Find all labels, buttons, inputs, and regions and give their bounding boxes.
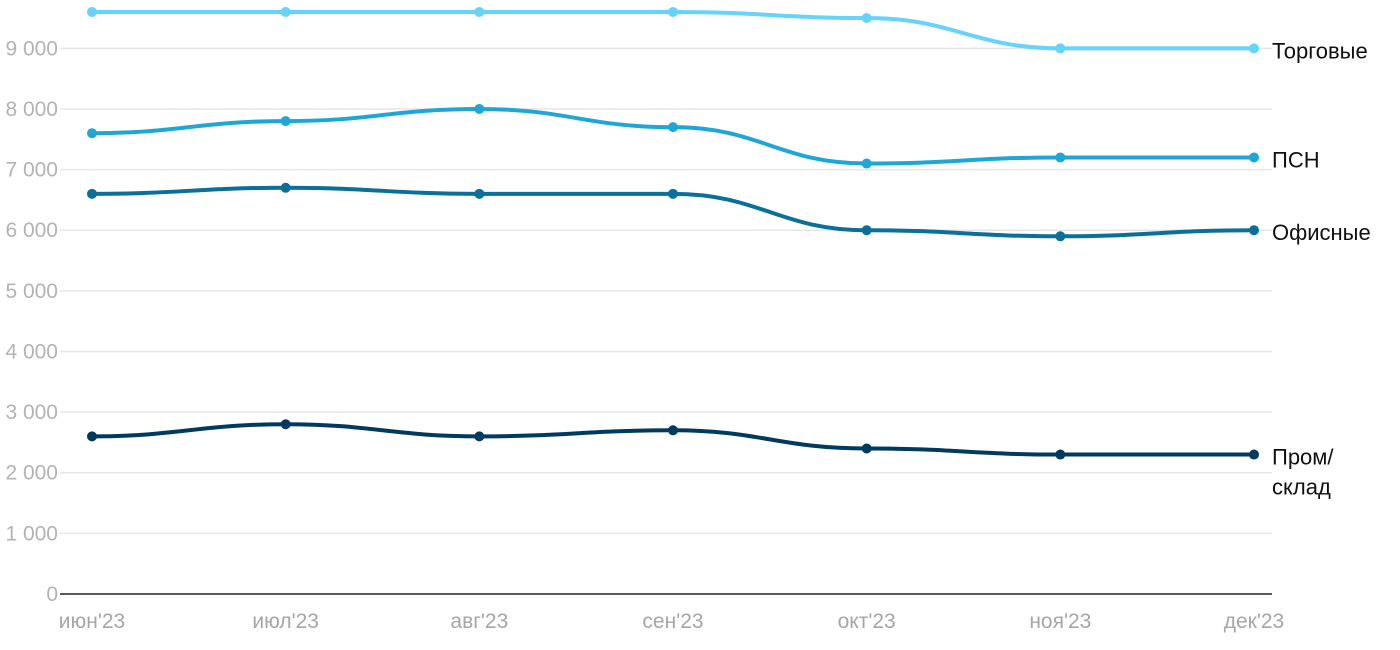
series-0-point — [1249, 43, 1259, 54]
series-3-point — [474, 431, 485, 442]
series-2-point — [1249, 225, 1259, 236]
y-tick-label: 4 000 — [5, 340, 58, 363]
series-2-point — [861, 225, 872, 236]
series-0-label: Торговые — [1272, 38, 1368, 63]
x-tick-label: дек'23 — [1224, 610, 1285, 633]
y-tick-label: 9 000 — [5, 37, 58, 60]
y-tick-label: 2 000 — [5, 462, 58, 485]
y-axis-ticks: 0 1 000 2 000 3 000 4 000 5 000 6 000 7 000 8 00… — [5, 37, 58, 606]
series-1-line — [90, 106, 1256, 166]
series-1-label: ПСН — [1272, 147, 1320, 172]
x-tick-label: июл'23 — [252, 610, 319, 633]
series-3-label: склад — [1272, 475, 1331, 500]
series-2-label: Офисные — [1272, 220, 1371, 245]
series-2-point — [1055, 231, 1066, 242]
y-tick-label: 0 — [46, 583, 58, 606]
series-1-group — [87, 103, 1259, 169]
series-lines — [87, 6, 1259, 460]
grid-lines — [60, 47, 1272, 535]
series-0-point — [280, 6, 291, 17]
series-0-point — [1055, 43, 1066, 54]
series-labels: Торговые ПСН Офисные Пром/склад — [1272, 38, 1371, 499]
series-3-point — [280, 419, 291, 430]
series-3-point — [861, 443, 872, 454]
series-0-point — [861, 13, 872, 24]
y-tick-label: 5 000 — [5, 280, 58, 303]
y-tick-label: 8 000 — [5, 98, 58, 121]
y-tick-label: 3 000 — [5, 401, 58, 424]
series-1-point — [280, 116, 291, 127]
y-tick-label: 6 000 — [5, 219, 58, 242]
series-2-point — [474, 188, 485, 199]
series-3-point — [87, 431, 97, 442]
series-2-point — [668, 188, 678, 199]
series-1-point — [474, 103, 485, 114]
x-tick-label: июн'23 — [59, 610, 125, 633]
y-tick-label: 1 000 — [5, 522, 58, 545]
x-tick-label: авг'23 — [450, 610, 508, 633]
series-0-line — [90, 9, 1256, 51]
x-tick-label: окт'23 — [838, 610, 896, 633]
series-1-point — [1249, 152, 1259, 163]
series-3-point — [1055, 449, 1066, 460]
series-1-point — [668, 122, 678, 133]
x-axis-ticks: июн'23 июл'23 авг'23 сен'23 окт'23 ноя'23 дек'… — [59, 610, 1284, 633]
series-3-point — [668, 425, 678, 436]
series-1-point — [861, 158, 872, 169]
series-1-point — [87, 128, 97, 139]
series-3-point — [1249, 449, 1259, 460]
series-3-label: Пром/ — [1272, 445, 1334, 470]
x-tick-label: ноя'23 — [1029, 610, 1091, 633]
series-0-point — [668, 6, 678, 17]
x-tick-label: сен'23 — [642, 610, 703, 633]
series-3-group — [87, 419, 1259, 460]
series-2-group — [87, 182, 1259, 242]
series-0-point — [87, 6, 97, 17]
series-0-group — [87, 6, 1259, 54]
series-2-point — [280, 182, 291, 193]
series-1-point — [1055, 152, 1066, 163]
series-0-point — [474, 6, 485, 17]
series-2-point — [87, 188, 97, 199]
y-tick-label: 7 000 — [5, 159, 58, 182]
